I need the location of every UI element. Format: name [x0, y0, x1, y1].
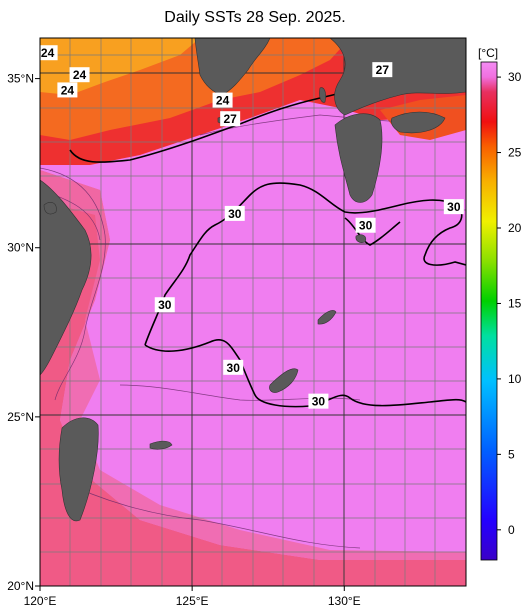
contour-label-box — [308, 393, 329, 409]
axis-ticks: 120°E 125°E 130°E 35°N 30°N 25°N 20°N — [7, 72, 361, 608]
colorbar-unit: [°C] — [478, 46, 498, 60]
contour-label: 30 — [308, 393, 329, 409]
isotherm-30-central — [144, 338, 466, 408]
colorbar-ticks: 30 25 20 15 10 5 0 — [497, 70, 522, 537]
small-island-2 — [43, 202, 57, 215]
colorbar: [°C] 30 25 20 15 10 5 0 — [478, 46, 522, 561]
colorbar-tick-label: 25 — [508, 146, 522, 160]
contour-label-box — [223, 359, 244, 375]
contour-label-text: 27 — [223, 112, 237, 126]
contour-label: 24 — [40, 45, 58, 61]
contour-label: 27 — [372, 62, 393, 78]
contour-label-box — [57, 82, 78, 98]
lat-tick-label: 25°N — [7, 410, 34, 424]
map-title: Daily SSTs 28 Sep. 2025. — [164, 9, 346, 26]
contour-label-box — [154, 297, 175, 313]
kyushu — [334, 113, 383, 203]
colorbar-tick-label: 10 — [508, 372, 522, 386]
contour-label-box — [212, 92, 233, 108]
lon-tick-label: 125°E — [176, 594, 209, 608]
contour-label-text: 24 — [216, 94, 230, 108]
contour-label-text: 30 — [447, 200, 461, 214]
contour-label: 24 — [212, 92, 233, 108]
contour-label-text: 30 — [227, 361, 241, 375]
isotherm-30-north — [144, 182, 466, 346]
contour-label-box — [40, 45, 58, 61]
plot-frame — [39, 37, 467, 587]
contour-label-text: 30 — [312, 395, 326, 409]
colorbar-gradient — [480, 61, 498, 561]
sakishima-islands — [149, 440, 173, 450]
colorbar-tick-label: 0 — [508, 523, 515, 537]
contour-label-text: 30 — [228, 207, 242, 221]
contour-label: 24 — [69, 67, 90, 83]
shikoku — [390, 111, 446, 134]
lon-tick-label: 130°E — [328, 594, 361, 608]
colorbar-tick-label: 15 — [508, 296, 522, 310]
contour-label-box — [443, 199, 464, 215]
contour-label-text: 27 — [376, 63, 390, 77]
contour-label: 27 — [220, 111, 241, 127]
okinawa-islands — [269, 368, 299, 393]
lon-tick-label: 120°E — [24, 594, 57, 608]
land — [40, 38, 466, 522]
contour-label: 30 — [154, 297, 175, 313]
contour-label-box — [372, 62, 393, 78]
contour-label: 30 — [224, 205, 245, 221]
contour-label: 24 — [57, 82, 78, 98]
contour-label: 30 — [443, 199, 464, 215]
contour-label-text: 24 — [73, 68, 87, 82]
tsushima-island — [319, 87, 326, 103]
china-landmass — [40, 179, 92, 376]
lat-tick-label: 35°N — [7, 72, 34, 86]
honshu — [329, 38, 466, 116]
contour-label-box — [224, 205, 245, 221]
taiwan — [58, 417, 99, 522]
contour-label: 30 — [223, 359, 244, 375]
sea-29-west-band — [40, 170, 466, 560]
contour-label-text: 30 — [359, 219, 373, 233]
small-island-1 — [355, 234, 367, 243]
colorbar-tick-label: 20 — [508, 221, 522, 235]
contour-label-text: 24 — [61, 83, 75, 97]
contour-label-text: 24 — [41, 46, 55, 60]
contour-label-box — [355, 217, 376, 233]
amami-islands — [317, 310, 337, 325]
isotherm-30-loop — [344, 217, 401, 246]
contour-label-box — [220, 111, 241, 127]
colorbar-tick-label: 5 — [508, 447, 515, 461]
contour-label-box — [69, 67, 90, 83]
lat-tick-label: 20°N — [7, 579, 34, 593]
lat-tick-label: 30°N — [7, 241, 34, 255]
contour-label-text: 30 — [158, 298, 172, 312]
colorbar-tick-label: 30 — [508, 70, 522, 84]
contour-label: 30 — [355, 217, 376, 233]
